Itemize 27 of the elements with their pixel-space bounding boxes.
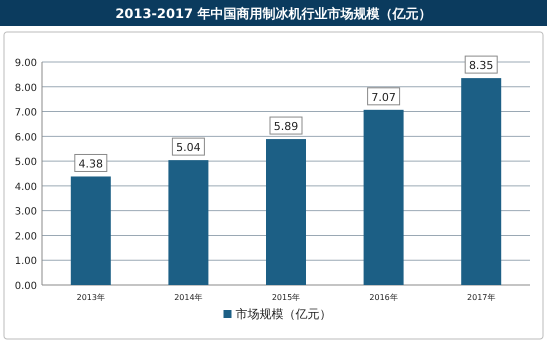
y-tick-label: 9.00	[14, 58, 37, 69]
y-tick-label: 5.00	[14, 157, 37, 168]
y-tick-label: 2.00	[14, 231, 37, 242]
data-label: 4.38	[78, 157, 104, 170]
y-tick-label: 7.00	[14, 108, 37, 119]
y-tick-label: 3.00	[14, 206, 37, 218]
x-tick-label: 2017年	[467, 293, 496, 302]
y-tick-label: 6.00	[14, 132, 37, 144]
x-tick-label: 2016年	[369, 293, 398, 302]
x-tick-label: 2013年	[76, 293, 105, 302]
y-tick-label: 8.00	[14, 82, 37, 94]
bar	[461, 78, 502, 285]
y-tick-label: 1.00	[14, 256, 37, 268]
data-label: 5.04	[176, 141, 201, 154]
x-tick-label: 2014年	[174, 293, 203, 302]
bar	[266, 139, 306, 285]
data-label: 7.07	[371, 90, 396, 104]
y-tick-label: 4.00	[14, 182, 37, 193]
data-label: 8.35	[468, 59, 494, 72]
bar	[70, 176, 111, 285]
x-tick-label: 2015年	[272, 293, 300, 302]
data-label: 5.89	[274, 120, 298, 134]
chart-title: 2013-2017 年中国商用制冰机行业市场规模（亿元）	[115, 6, 432, 22]
bar	[168, 160, 208, 285]
y-tick-label: 0.00	[14, 281, 37, 292]
legend-label: 市场规模（亿元）	[236, 307, 332, 321]
bar	[364, 110, 404, 285]
